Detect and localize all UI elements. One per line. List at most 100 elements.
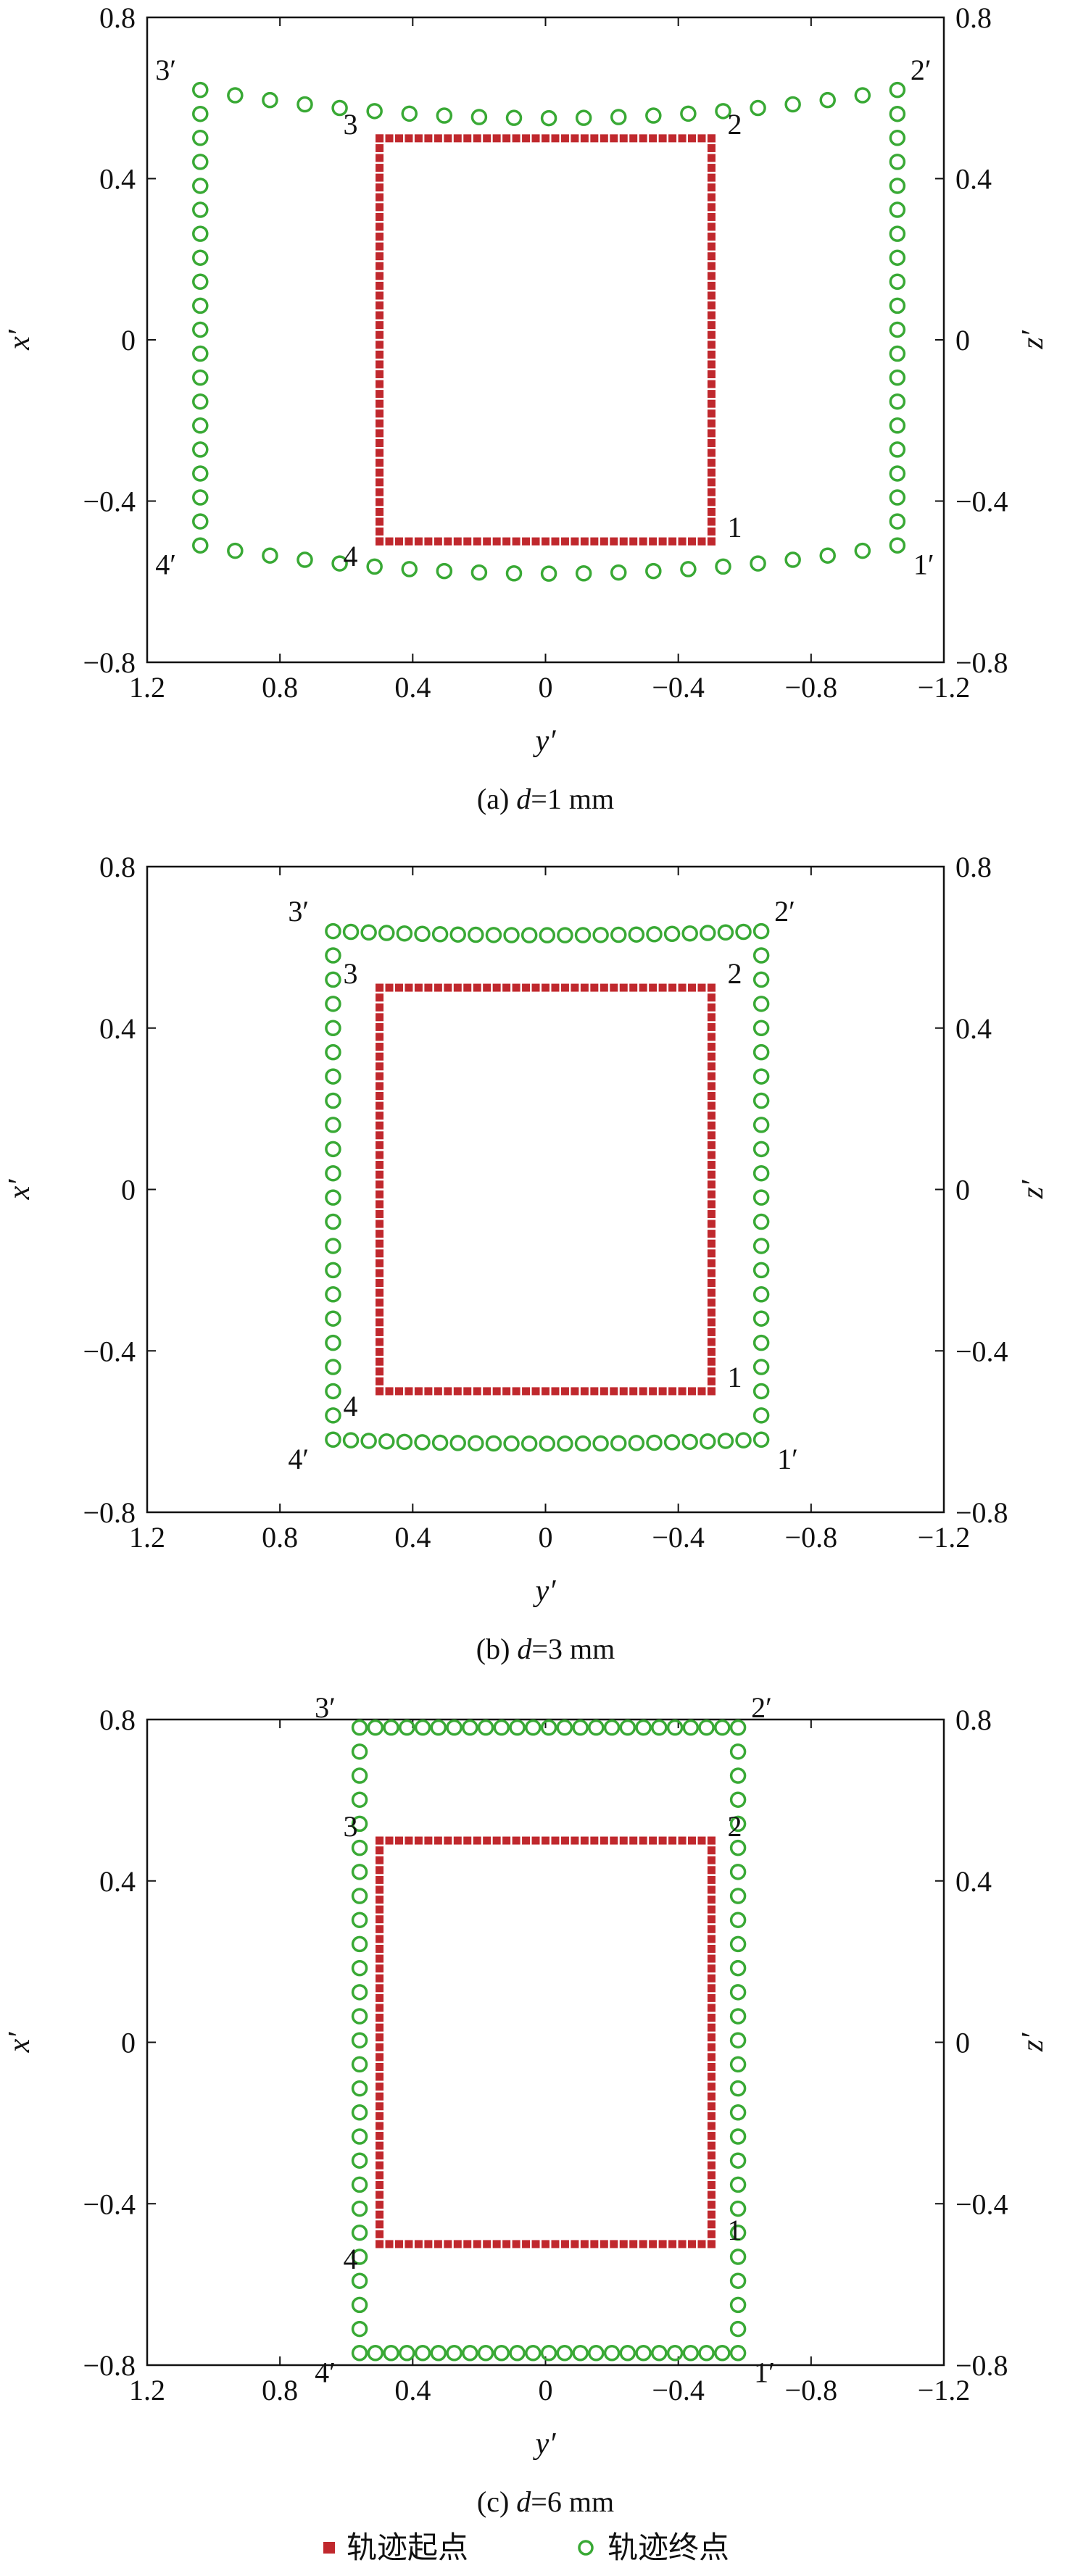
start-point <box>580 1836 589 1845</box>
start-point <box>502 1387 511 1396</box>
start-point <box>571 983 579 992</box>
start-point <box>376 1387 384 1396</box>
x-tick-label: 0.4 <box>394 671 431 704</box>
start-point <box>376 1964 384 1973</box>
start-point <box>707 498 716 507</box>
start-point <box>590 1387 599 1396</box>
end-point <box>192 513 209 530</box>
end-point <box>729 1912 747 1928</box>
start-point <box>629 1387 638 1396</box>
start-point <box>376 459 384 467</box>
y-tick-label-right: 0.8 <box>955 1 992 34</box>
start-point <box>376 1856 384 1864</box>
end-point <box>414 1434 431 1451</box>
start-point <box>707 2220 716 2229</box>
start-point <box>678 1836 687 1845</box>
end-point <box>325 1407 341 1424</box>
start-point <box>434 1387 442 1396</box>
start-point <box>707 390 716 399</box>
start-point <box>600 537 608 546</box>
y-tick-label-left: 0.4 <box>99 163 136 196</box>
start-point <box>707 1043 716 1051</box>
start-point <box>376 2062 384 2071</box>
start-point <box>590 1836 599 1845</box>
end-point <box>325 1141 341 1158</box>
start-point <box>707 1318 716 1327</box>
end-point <box>192 369 209 386</box>
start-point <box>707 272 716 280</box>
start-point <box>580 537 589 546</box>
end-point <box>192 154 209 170</box>
end-point <box>752 1164 770 1182</box>
y-tick-label-left: 0 <box>121 2027 136 2059</box>
start-point <box>376 2201 384 2209</box>
start-point <box>376 1121 384 1130</box>
start-point <box>678 134 687 143</box>
end-point <box>192 81 209 99</box>
caption-value: =6 mm <box>531 2485 614 2518</box>
end-point <box>729 2225 747 2241</box>
start-point <box>707 203 716 212</box>
end-point <box>367 2345 384 2362</box>
y-tick-label-left: 0.8 <box>99 1 136 34</box>
start-point <box>376 2014 384 2022</box>
end-point <box>556 1719 573 1736</box>
end-point <box>729 1815 747 1833</box>
start-point <box>376 262 384 270</box>
start-point <box>629 537 638 546</box>
start-point <box>707 438 716 447</box>
start-point <box>707 1925 716 1933</box>
end-point <box>889 105 906 122</box>
end-point <box>574 927 592 943</box>
start-point <box>658 983 667 992</box>
start-point <box>376 301 384 310</box>
start-corner-label: 2 <box>727 957 742 990</box>
start-point <box>414 537 423 546</box>
start-point <box>376 1022 384 1031</box>
start-point <box>531 134 540 143</box>
end-point <box>889 154 906 170</box>
start-point <box>512 537 521 546</box>
start-point <box>376 1308 384 1317</box>
y-tick-label-right: −0.8 <box>955 1496 1008 1529</box>
start-point <box>376 233 384 241</box>
start-point <box>707 2122 716 2130</box>
x-tick-label: 0 <box>539 1521 553 1554</box>
end-point <box>646 926 663 943</box>
y-tick-label-left: −0.8 <box>83 2349 136 2382</box>
y-tick-label-right: 0 <box>955 1174 970 1206</box>
start-point <box>542 2240 549 2248</box>
start-point <box>707 2102 716 2111</box>
end-point <box>715 558 731 575</box>
start-point <box>707 2141 716 2150</box>
end-corner-label: 3′ <box>288 895 309 928</box>
end-point <box>698 2345 715 2362</box>
start-point <box>560 983 569 992</box>
end-point <box>556 2345 573 2362</box>
start-point <box>376 1935 384 1943</box>
start-point <box>376 399 384 408</box>
start-point <box>376 1338 384 1346</box>
start-point <box>512 134 521 143</box>
start-point <box>707 143 716 152</box>
end-point <box>752 1213 770 1230</box>
start-point <box>707 1101 716 1110</box>
end-point <box>192 201 209 218</box>
start-point <box>707 1377 716 1385</box>
start-point <box>453 537 462 546</box>
start-point <box>707 1141 716 1149</box>
end-point <box>462 2345 478 2362</box>
end-point <box>635 2345 652 2362</box>
start-point <box>376 488 384 496</box>
start-point <box>707 262 716 270</box>
end-point <box>854 542 871 559</box>
start-point <box>668 1387 677 1396</box>
start-point <box>376 291 384 300</box>
y-tick-label-right: −0.4 <box>955 2188 1008 2220</box>
end-point <box>540 1719 557 1736</box>
start-point <box>376 419 384 428</box>
start-point <box>707 1387 716 1396</box>
end-point <box>485 927 502 943</box>
end-point <box>889 225 906 242</box>
end-point <box>468 926 484 943</box>
